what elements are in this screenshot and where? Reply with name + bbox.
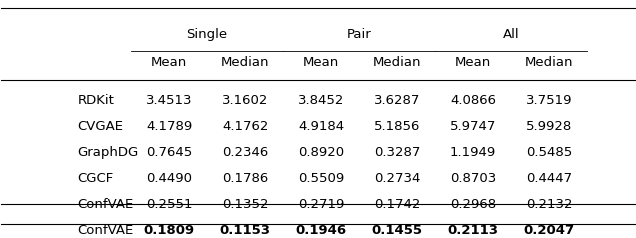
Text: Median: Median [221, 56, 270, 69]
Text: GraphDG: GraphDG [78, 146, 139, 159]
Text: Single: Single [186, 28, 228, 41]
Text: 0.5509: 0.5509 [298, 172, 344, 185]
Text: 0.2734: 0.2734 [374, 172, 420, 185]
Text: Pair: Pair [347, 28, 371, 41]
Text: 0.1352: 0.1352 [222, 198, 268, 211]
Text: 0.2132: 0.2132 [526, 198, 572, 211]
Text: 3.1602: 3.1602 [222, 94, 268, 107]
Text: 0.1153: 0.1153 [219, 224, 271, 237]
Text: 0.1809: 0.1809 [144, 224, 195, 237]
Text: 0.2719: 0.2719 [298, 198, 344, 211]
Text: 0.2968: 0.2968 [450, 198, 496, 211]
Text: Mean: Mean [455, 56, 491, 69]
Text: Median: Median [525, 56, 574, 69]
Text: RDKit: RDKit [78, 94, 114, 107]
Text: 0.4447: 0.4447 [526, 172, 572, 185]
Text: 4.0866: 4.0866 [450, 94, 496, 107]
Text: ConfVAE: ConfVAE [78, 224, 134, 237]
Text: 0.3287: 0.3287 [374, 146, 420, 159]
Text: 0.8703: 0.8703 [450, 172, 496, 185]
Text: 4.1789: 4.1789 [146, 120, 192, 133]
Text: 5.9747: 5.9747 [450, 120, 496, 133]
Text: Mean: Mean [151, 56, 188, 69]
Text: 0.1786: 0.1786 [222, 172, 268, 185]
Text: 4.1762: 4.1762 [222, 120, 268, 133]
Text: 0.1946: 0.1946 [296, 224, 347, 237]
Text: CVGAE: CVGAE [78, 120, 123, 133]
Text: 5.9928: 5.9928 [526, 120, 572, 133]
Text: 0.2047: 0.2047 [523, 224, 575, 237]
Text: 3.4513: 3.4513 [146, 94, 193, 107]
Text: 3.8452: 3.8452 [298, 94, 344, 107]
Text: 4.9184: 4.9184 [298, 120, 344, 133]
Text: 0.4490: 0.4490 [146, 172, 192, 185]
Text: 3.6287: 3.6287 [374, 94, 420, 107]
Text: Median: Median [373, 56, 422, 69]
Text: 1.1949: 1.1949 [450, 146, 496, 159]
Text: CGCF: CGCF [78, 172, 114, 185]
Text: All: All [503, 28, 520, 41]
Text: 0.8920: 0.8920 [298, 146, 344, 159]
Text: ConfVAE-: ConfVAE- [78, 198, 139, 211]
Text: 0.7645: 0.7645 [146, 146, 192, 159]
Text: 0.1742: 0.1742 [374, 198, 420, 211]
Text: Mean: Mean [303, 56, 339, 69]
Text: 3.7519: 3.7519 [526, 94, 572, 107]
Text: 0.2551: 0.2551 [146, 198, 193, 211]
Text: 0.2113: 0.2113 [448, 224, 499, 237]
Text: 0.1455: 0.1455 [371, 224, 423, 237]
Text: 0.5485: 0.5485 [526, 146, 572, 159]
Text: 0.2346: 0.2346 [222, 146, 268, 159]
Text: 5.1856: 5.1856 [374, 120, 420, 133]
